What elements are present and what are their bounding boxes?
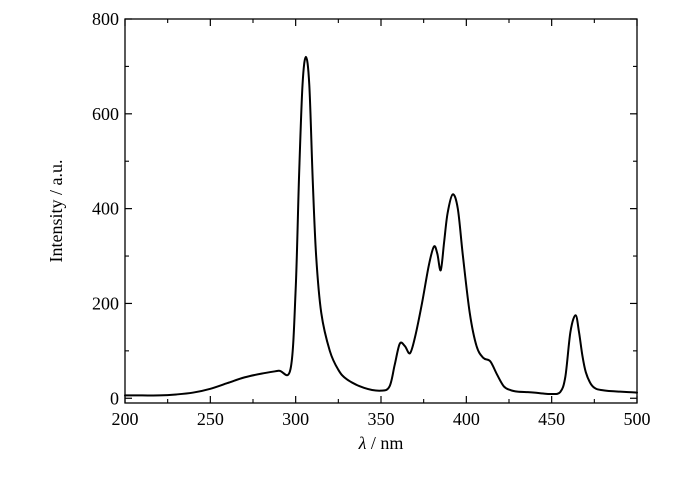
x-axis-unit: / nm [371, 433, 404, 453]
x-axis-title: λ / nm [358, 433, 404, 453]
y-axis-tick-labels: 0 200 400 600 800 [92, 9, 119, 408]
y-tick-label: 800 [92, 9, 119, 29]
x-tick-label: 200 [112, 409, 139, 429]
x-axis-symbol: λ [358, 433, 367, 453]
y-tick-label: 0 [110, 388, 119, 408]
x-tick-label: 400 [453, 409, 480, 429]
y-axis-ticks [125, 18, 637, 399]
x-tick-label: 350 [368, 409, 395, 429]
y-tick-label: 400 [92, 199, 119, 219]
x-tick-label: 500 [624, 409, 651, 429]
x-tick-label: 250 [197, 409, 224, 429]
x-tick-label: 450 [538, 409, 565, 429]
spectrum-line [124, 55, 638, 397]
y-tick-label: 600 [92, 104, 119, 124]
y-axis-title: Intensity / a.u. [46, 160, 66, 263]
plot-frame [124, 18, 638, 404]
x-axis-ticks [124, 19, 638, 403]
x-tick-label: 300 [282, 409, 309, 429]
x-axis-tick-labels: 200 250 300 350 400 450 500 [112, 409, 651, 429]
y-tick-label: 200 [92, 293, 119, 313]
